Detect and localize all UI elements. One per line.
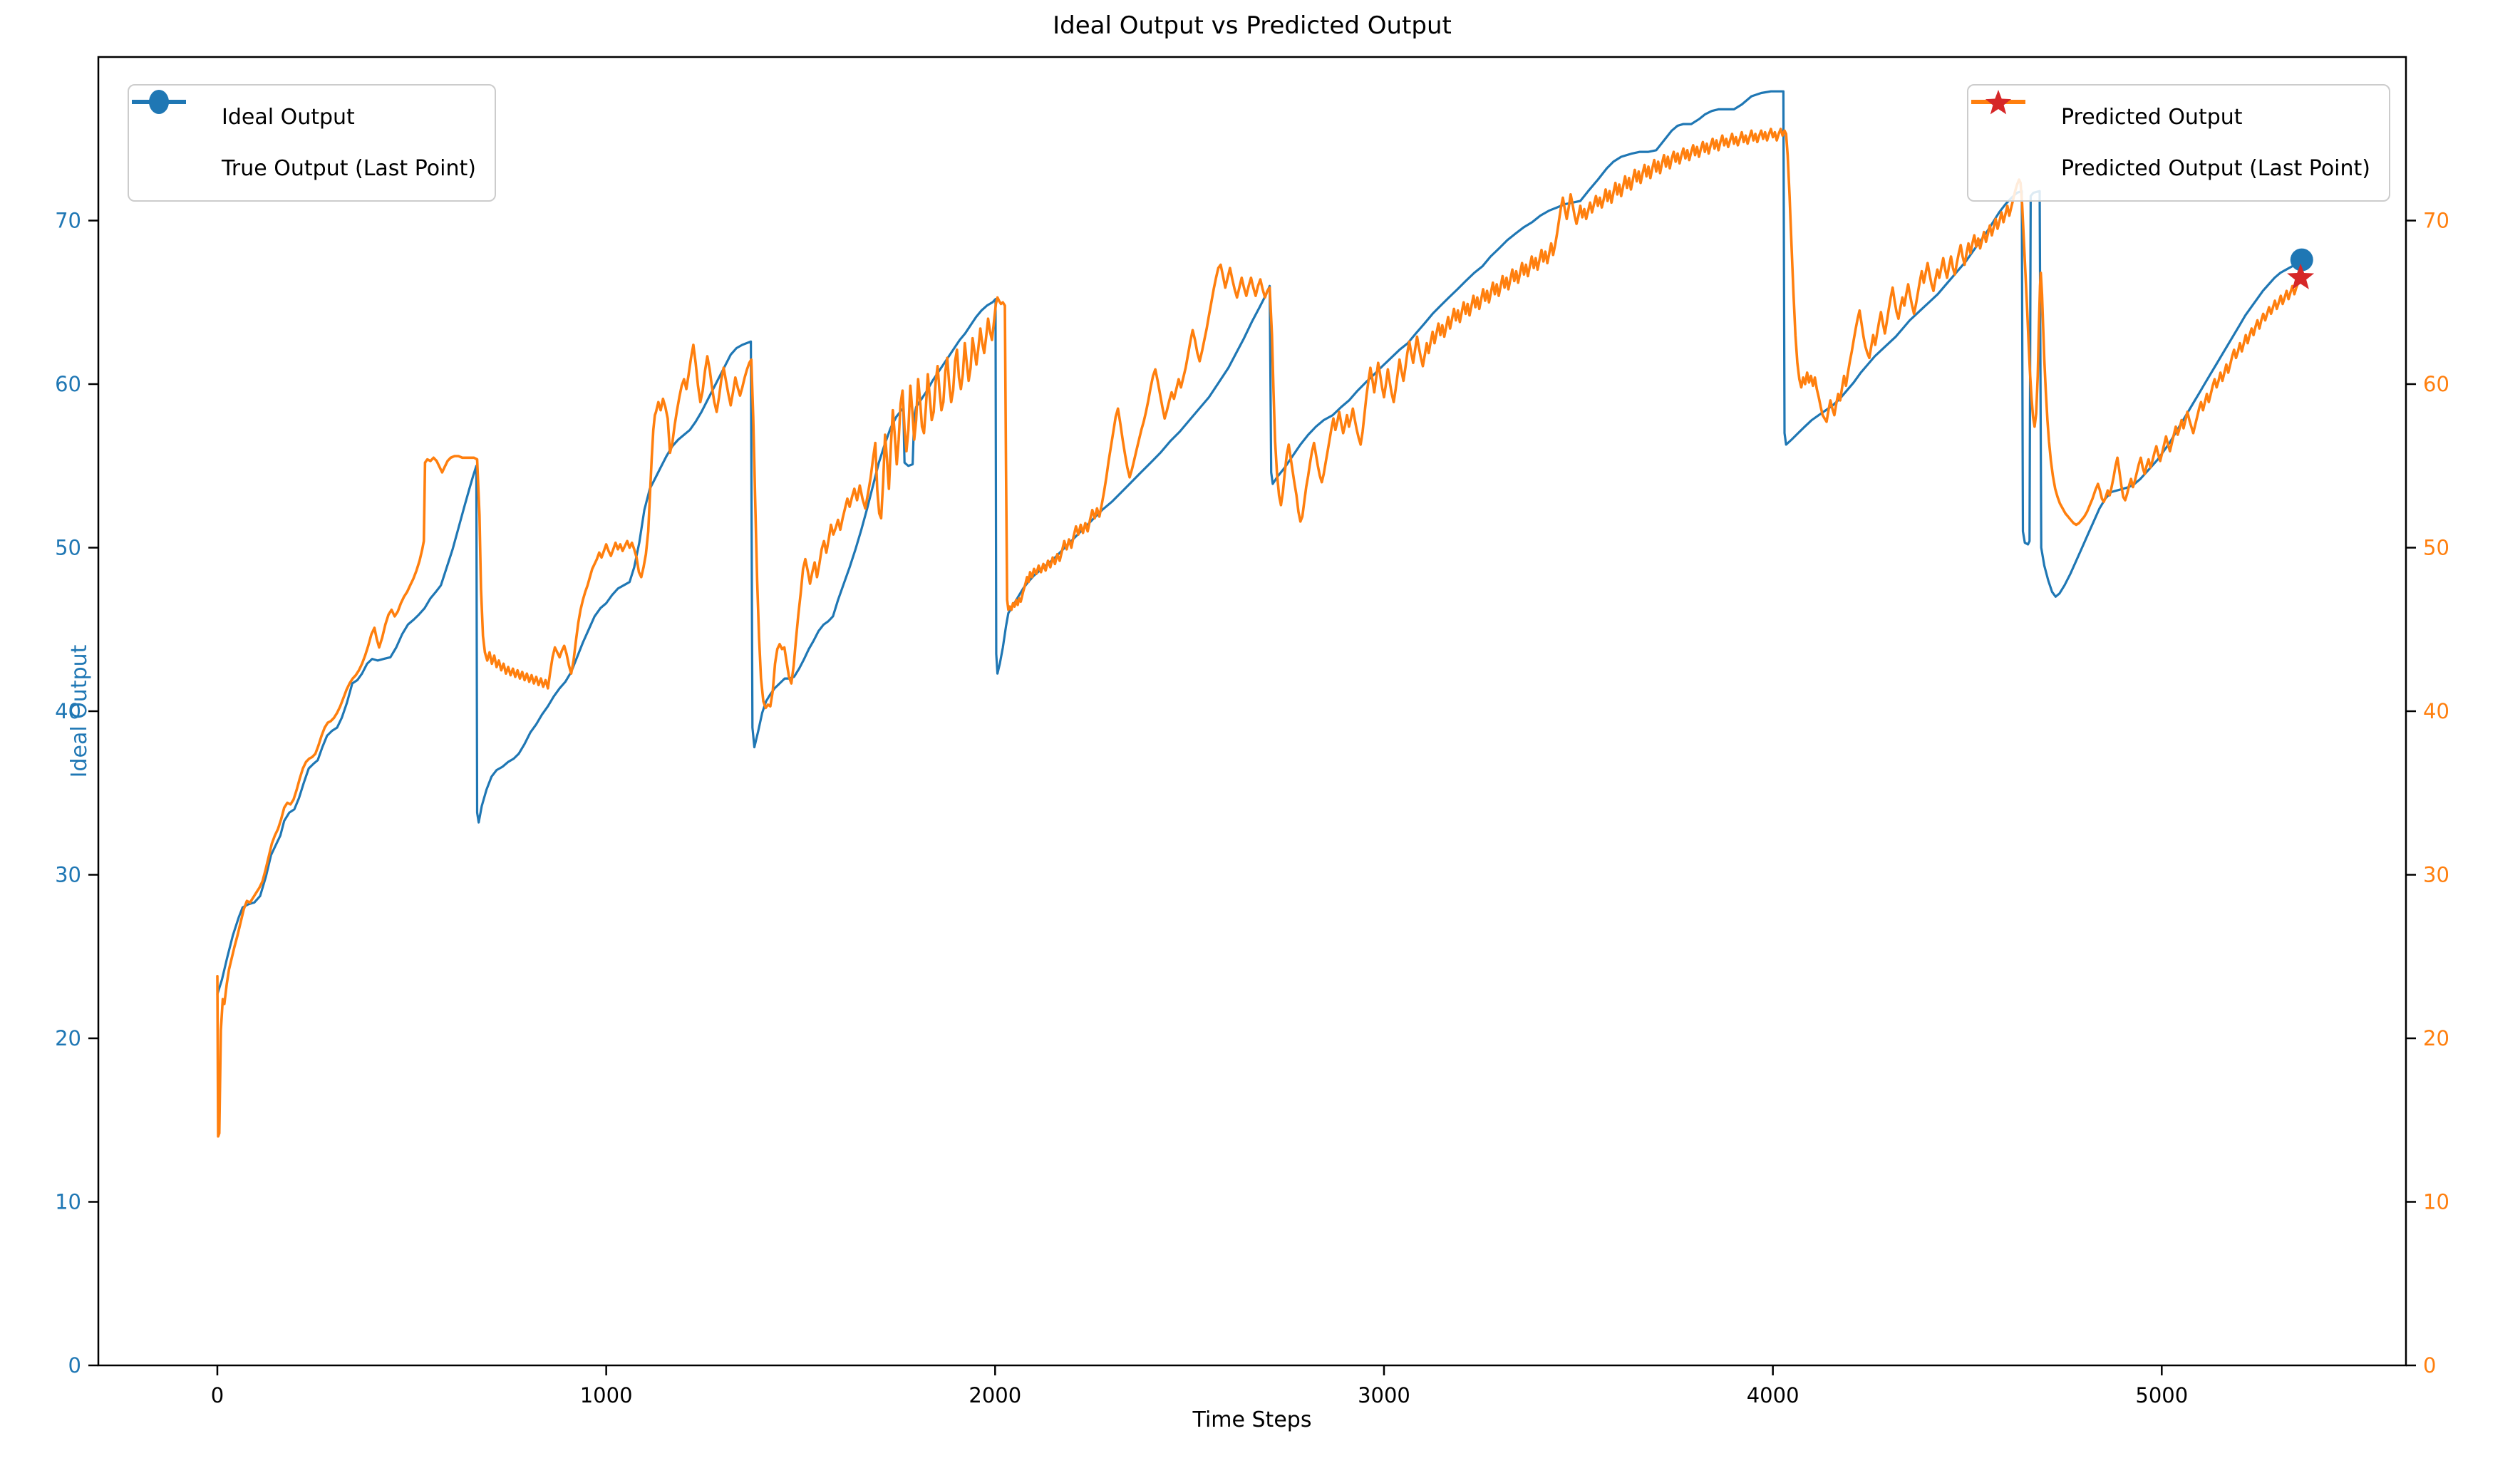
last-predicted-output-marker [2287, 263, 2315, 289]
x-tick-label: 1000 [580, 1383, 633, 1407]
legend-label-true-output-last-point: True Output (Last Point) [222, 155, 476, 181]
series-line-predicted-output [216, 128, 2303, 1138]
x-tick-label: 2000 [969, 1383, 1021, 1407]
legend-row-predicted-last-point: Predicted Output (Last Point) [1983, 90, 2370, 185]
last-true-output-marker [2290, 248, 2313, 272]
x-axis-title: Time Steps [1192, 1407, 1312, 1432]
y-right-tick-label: 70 [2423, 209, 2449, 233]
y-left-tick-label: 70 [55, 209, 81, 233]
x-tick-label: 4000 [1747, 1383, 1799, 1407]
y-right-tick-label: 40 [2423, 699, 2449, 723]
legend-predicted: Predicted Output Predicted Output (Last … [1966, 84, 2390, 202]
y-left-tick-label: 10 [55, 1190, 81, 1214]
y-left-tick-label: 0 [68, 1353, 81, 1378]
y-axis-title-left: Ideal Output [66, 644, 92, 778]
predicted-last-point-star-icon [1983, 90, 2043, 185]
y-right-tick-label: 20 [2423, 1026, 2449, 1050]
series-line-ideal-output [216, 90, 2303, 996]
x-tick-label: 5000 [2135, 1383, 2188, 1407]
y-right-tick-label: 0 [2423, 1353, 2436, 1378]
legend-label-predicted-output: Predicted Output [2060, 105, 2243, 130]
y-right-tick-label: 60 [2423, 372, 2449, 396]
legend-row-true-last-point: True Output (Last Point) [143, 90, 476, 185]
legend-ideal: Ideal Output True Output (Last Point) [128, 84, 496, 202]
legend-label-predicted-output-last-point: Predicted Output (Last Point) [2060, 155, 2370, 181]
plot-spines [97, 56, 2407, 1367]
y-left-tick-label: 50 [55, 536, 81, 560]
true-last-point-circle-icon [143, 90, 203, 185]
y-right-tick-label: 50 [2423, 536, 2449, 560]
star-icon [1985, 90, 2012, 115]
legend-row-ideal-line: Ideal Output [132, 100, 476, 134]
legend-label-ideal-output: Ideal Output [222, 105, 355, 130]
x-tick-label: 3000 [1358, 1383, 1410, 1407]
legend-row-predicted-line: Predicted Output [1971, 100, 2370, 134]
y-right-tick-label: 10 [2423, 1190, 2449, 1214]
x-tick-label: 0 [211, 1383, 224, 1407]
chart-title: Ideal Output vs Predicted Output [1053, 11, 1452, 40]
y-left-tick-label: 40 [55, 699, 81, 723]
y-left-tick-label: 30 [55, 863, 81, 887]
y-right-tick-label: 30 [2423, 863, 2449, 887]
y-left-tick-label: 20 [55, 1026, 81, 1050]
y-left-tick-label: 60 [55, 372, 81, 396]
